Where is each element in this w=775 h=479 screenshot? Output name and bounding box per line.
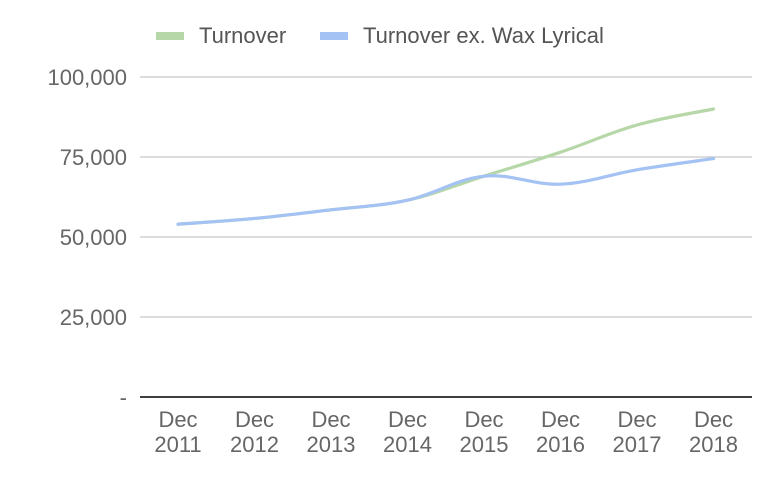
y-tick-label-4: 100,000 — [47, 65, 127, 90]
series-1-point-5 — [559, 183, 562, 186]
series-1-point-6 — [635, 168, 638, 171]
x-tick-label-6-line-0: Dec — [617, 407, 656, 432]
x-tick-label-5-line-1: 2016 — [536, 432, 585, 457]
legend-label-1: Turnover ex. Wax Lyrical — [363, 23, 604, 48]
series-1-point-4 — [482, 175, 485, 178]
series-0-point-5 — [559, 151, 562, 154]
x-tick-label-6: Dec 2017 — [613, 407, 662, 457]
x-tick-label-5-line-0: Dec — [541, 407, 580, 432]
x-tick-label-7-line-1: 2018 — [689, 432, 738, 457]
series-1-point-1 — [253, 217, 256, 220]
x-tick-label-6-line-1: 2017 — [613, 432, 662, 457]
y-tick-label-1: 25,000 — [60, 305, 127, 330]
legend-swatch-0 — [156, 32, 184, 40]
series-0-point-6 — [635, 123, 638, 126]
y-tick-label-0: - — [120, 385, 127, 410]
x-tick-label-4: Dec 2015 — [460, 407, 509, 457]
x-tick-label-5: Dec 2016 — [536, 407, 585, 457]
x-tick-label-2: Dec 2013 — [307, 407, 356, 457]
x-tick-label-7: Dec 2018 — [689, 407, 738, 457]
x-tick-label-0-line-1: 2011 — [154, 432, 201, 457]
legend: Turnover Turnover ex. Wax Lyrical — [156, 23, 604, 48]
x-tick-label-0-line-0: Dec — [158, 407, 197, 432]
x-tick-label-1: Dec 2012 — [230, 407, 279, 457]
x-tick-label-2-line-0: Dec — [311, 407, 350, 432]
x-tick-label-7-line-0: Dec — [694, 407, 733, 432]
series-1-point-2 — [329, 208, 332, 211]
x-tick-label-2-line-1: 2013 — [307, 432, 356, 457]
x-tick-label-4-line-0: Dec — [464, 407, 503, 432]
x-tick-label-3: Dec 2014 — [383, 407, 432, 457]
series-line-1 — [176, 157, 716, 226]
series-0-point-7 — [712, 107, 715, 110]
gridlines — [140, 76, 752, 318]
y-tick-label-3: 75,000 — [60, 145, 127, 170]
series-line-0 — [176, 107, 716, 226]
x-tick-label-1-line-1: 2012 — [230, 432, 279, 457]
series-1-point-7 — [712, 157, 715, 160]
legend-label-0: Turnover — [199, 23, 286, 48]
series-1-point-3 — [406, 199, 409, 202]
x-tick-label-4-line-1: 2015 — [460, 432, 509, 457]
legend-swatch-1 — [320, 32, 348, 40]
x-tick-label-3-line-1: 2014 — [383, 432, 432, 457]
x-tick-label-1-line-0: Dec — [235, 407, 274, 432]
y-tick-label-2: 50,000 — [60, 225, 127, 250]
series-lines — [176, 107, 716, 226]
series-1-point-0 — [176, 223, 179, 226]
x-tick-label-3-line-0: Dec — [388, 407, 427, 432]
x-tick-label-0: Dec 2011 — [154, 407, 201, 457]
y-axis: - 25,000 50,000 75,000 100,000 — [47, 65, 127, 410]
